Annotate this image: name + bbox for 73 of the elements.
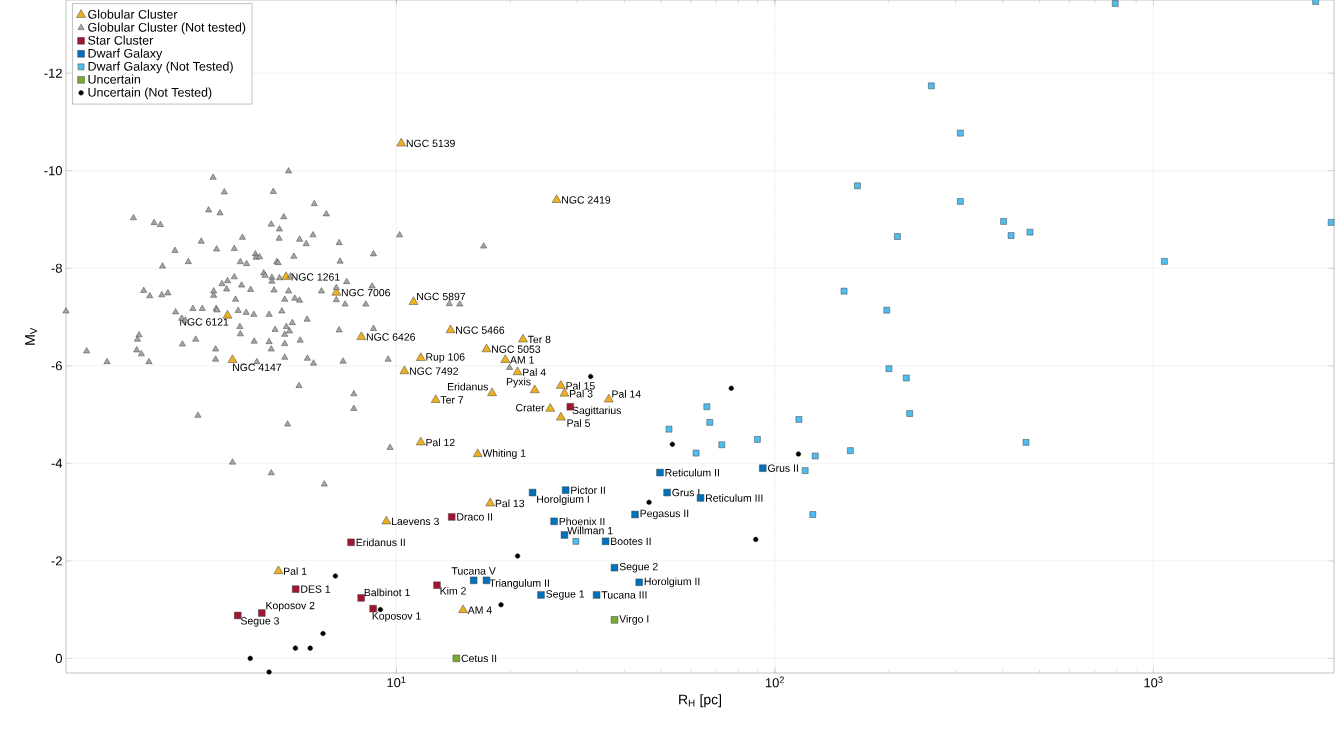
annotation: Triangulum II: [489, 579, 549, 589]
legend-label: Uncertain: [88, 74, 141, 84]
y-tick-label: 0: [55, 653, 62, 663]
annotation: Ter 8: [527, 335, 551, 344]
annotation: NGC 6426: [366, 333, 415, 341]
annotation: Pal 5: [567, 419, 590, 427]
annotation: Pal 4: [523, 368, 546, 376]
annotation: Eridanus II: [356, 538, 405, 547]
annotation: NGC 1261: [291, 273, 340, 281]
annotation: NGC 5139: [406, 139, 455, 148]
annotation: Whiting 1: [482, 449, 526, 459]
y-tick-label: -4: [51, 458, 63, 468]
annotation: Pal 3: [570, 389, 593, 398]
annotation: Balbinot 1: [364, 588, 410, 597]
annotation: Grus II: [768, 464, 798, 472]
annotation: Tucana V: [451, 567, 496, 575]
annotation: Pal 13: [495, 499, 525, 508]
annotation: Koposov 2: [266, 601, 315, 612]
annotation: Cetus II: [461, 654, 497, 663]
annotation: Koposov 1: [372, 612, 421, 622]
y-tick-label: -12: [44, 68, 62, 78]
x-axis-title: R$_{H}$ [pc]: [679, 694, 721, 708]
annotation: Pal 12: [426, 438, 455, 447]
annotation: NGC 2419: [562, 196, 611, 204]
annotation: Eridanus: [447, 382, 488, 391]
annotation: Kim 2: [440, 586, 466, 595]
annotation: Horolgium II: [644, 577, 700, 588]
annotation: NGC 4147: [233, 363, 282, 372]
annotation: NGC 5897: [417, 292, 466, 301]
annotation: Ter 7: [440, 396, 464, 404]
y-tick-label: -10: [44, 166, 62, 176]
annotation: Draco II: [457, 513, 493, 521]
annotation: NGC 7492: [409, 367, 458, 375]
legend-label: Uncertain (Not Tested): [88, 87, 212, 100]
annotation: Pal 14: [612, 390, 641, 398]
annotation: Pal 1: [284, 567, 307, 575]
x-tick-label: 10$^{2}$: [765, 676, 784, 688]
x-tick-label: 10$^{1}$: [387, 676, 406, 688]
legend-label: Star Cluster: [88, 35, 154, 45]
annotation: Rup 106: [426, 353, 465, 363]
annotation: Segue 2: [619, 562, 658, 573]
annotation: Pal 15: [566, 381, 595, 390]
annotation: Bootes II: [611, 537, 651, 545]
annotation: NGC 7006: [341, 288, 390, 297]
annotation: Horolgium I: [537, 495, 589, 506]
annotation: NGC 5466: [456, 326, 505, 334]
annotation: Reticulum III: [706, 494, 763, 502]
annotation: DES 1: [301, 585, 331, 593]
annotation: Reticulum II: [665, 468, 719, 477]
legend-label: Dwarf Galaxy: [88, 48, 163, 61]
annotation: Pyxis: [506, 377, 531, 388]
y-tick-label: -6: [51, 361, 62, 371]
x-tick-label: 10$^{3}$: [1144, 676, 1163, 688]
annotation: Segue 1: [546, 590, 585, 600]
legend-label: Globular Cluster: [88, 9, 178, 19]
annotation: NGC 5053: [492, 345, 541, 353]
annotation: Laevens 3: [391, 517, 439, 526]
annotation: Sagittarius: [572, 406, 622, 417]
legend-label: Globular Cluster (Not tested): [88, 22, 246, 35]
annotation: Pegasus II: [640, 509, 689, 520]
annotation: AM 1: [510, 356, 534, 364]
y-tick-label: -8: [51, 263, 62, 273]
annotation: Pictor II: [571, 486, 605, 494]
annotation: Crater: [516, 403, 545, 412]
annotation: Virgo I: [619, 614, 649, 625]
annotation: AM 4: [467, 606, 492, 614]
annotation: Phoenix II: [559, 517, 605, 526]
y-axis-title: M$_{V}$: [25, 327, 37, 345]
annotation: Willman 1: [567, 526, 613, 535]
annotation: Tucana III: [601, 591, 647, 599]
annotation: Segue 3: [240, 617, 279, 627]
legend-label: Dwarf Galaxy (Not Tested): [88, 61, 233, 74]
y-tick-label: -2: [51, 556, 62, 566]
